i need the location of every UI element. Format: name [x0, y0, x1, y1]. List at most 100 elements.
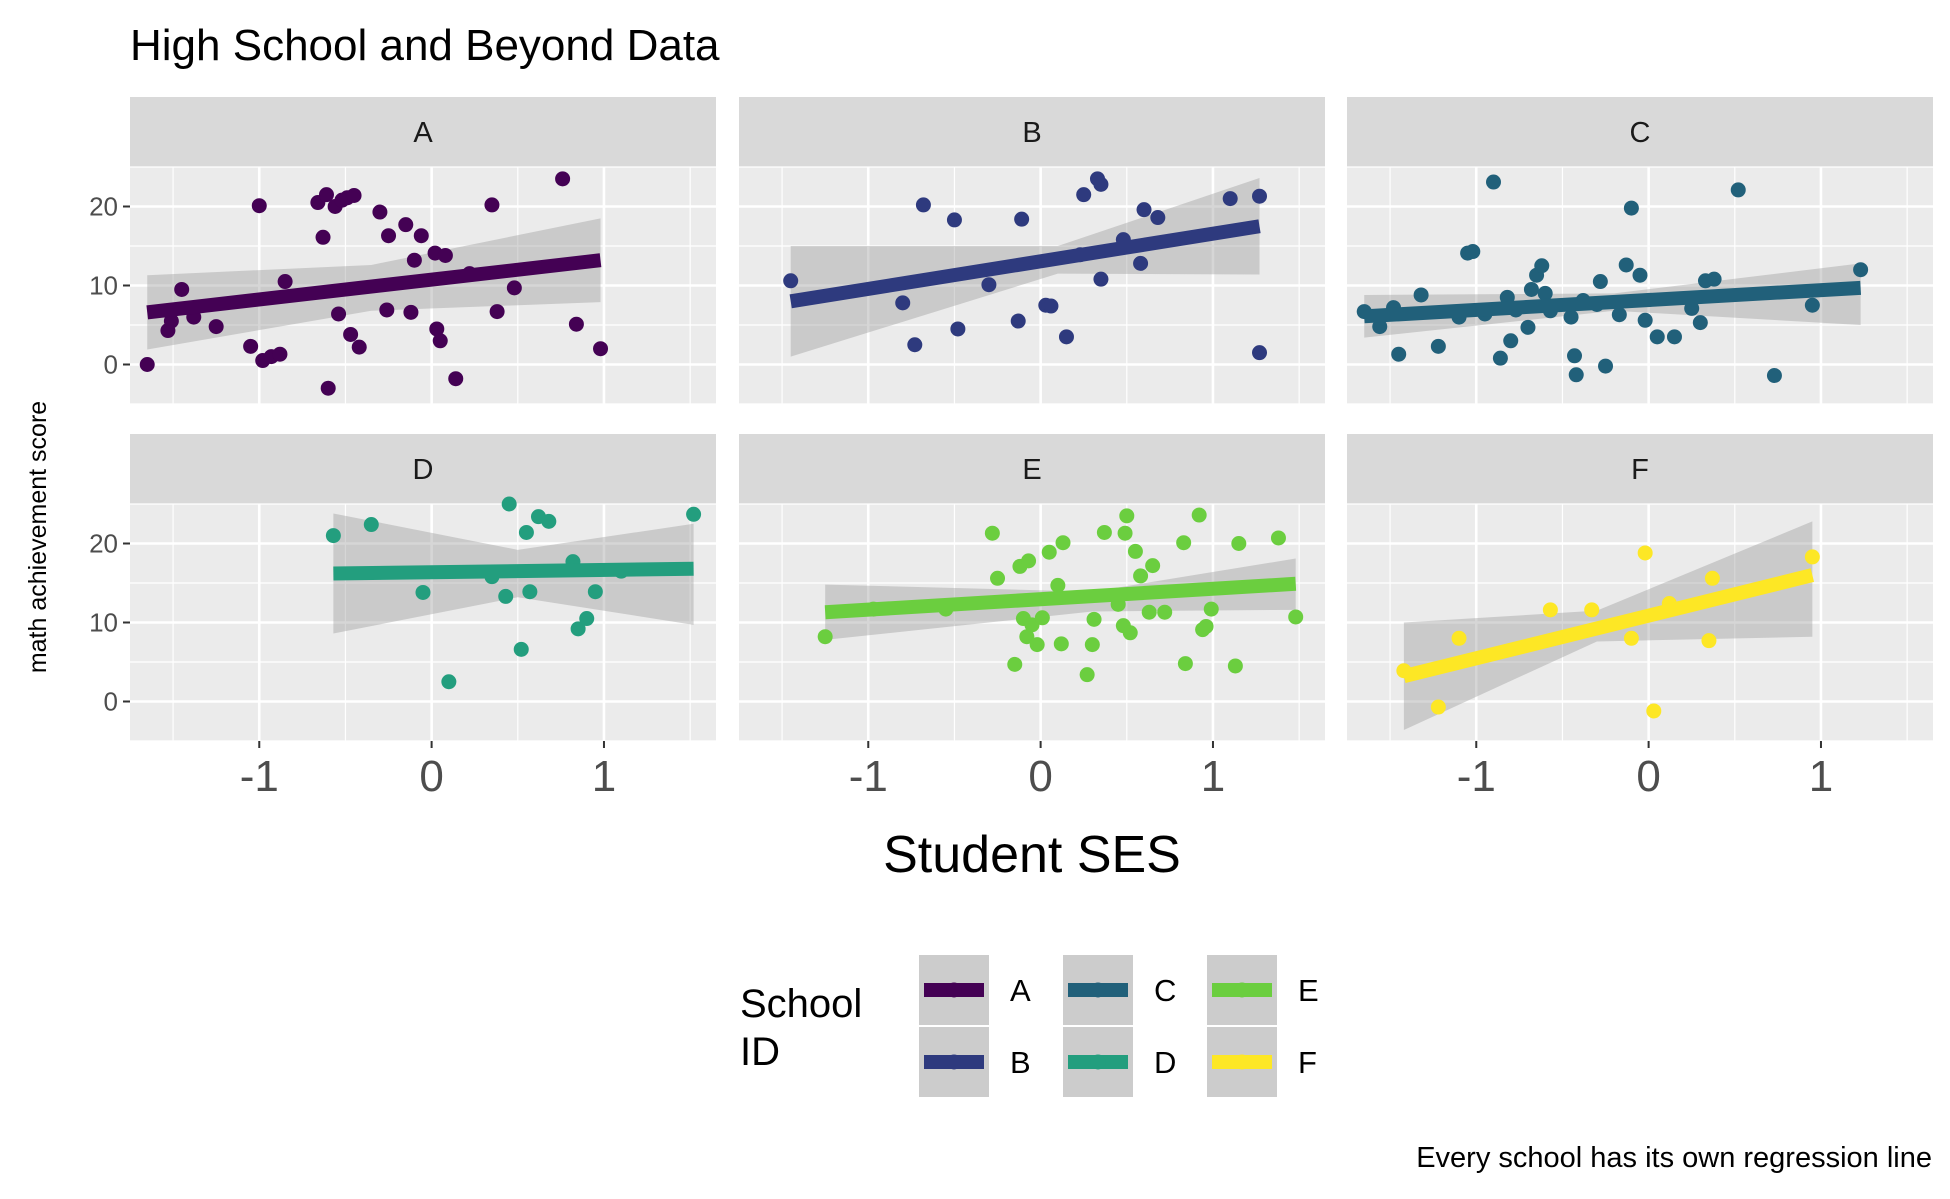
legend: School ID A B C D E F [740, 953, 1319, 1099]
data-point [1618, 257, 1634, 273]
data-point [1019, 629, 1035, 645]
panel-C: C [1347, 97, 1933, 405]
data-point [208, 319, 224, 335]
y-tick-label: 0 [104, 350, 118, 380]
data-point [1592, 274, 1608, 290]
x-tick-label: 1 [592, 752, 616, 801]
data-point [1598, 358, 1614, 374]
data-point [1122, 625, 1138, 641]
data-point [1646, 703, 1662, 719]
data-point [1701, 633, 1717, 649]
data-point [1177, 656, 1193, 672]
legend-label-B: B [1010, 1045, 1031, 1080]
data-point [1465, 244, 1481, 260]
data-point [1076, 187, 1092, 203]
data-point [1093, 176, 1109, 192]
data-point [1520, 319, 1536, 335]
data-point [1133, 568, 1149, 584]
legend-key-point [1234, 1054, 1250, 1070]
data-point [783, 273, 799, 289]
data-point [381, 228, 397, 244]
data-point [1093, 271, 1109, 287]
data-point [1136, 202, 1152, 218]
data-point [251, 198, 267, 214]
strip-label-F: F [1631, 454, 1649, 486]
data-point [1534, 258, 1550, 274]
legend-key-A: A [917, 953, 1031, 1027]
data-point [484, 197, 500, 213]
data-point [1766, 368, 1782, 384]
x-tick-label: -1 [849, 752, 888, 801]
data-point [1050, 577, 1066, 593]
strip-label-B: B [1022, 117, 1041, 149]
data-point [1563, 309, 1579, 325]
facet-panels: A 0 10 20 B C D 0 10 20 -1 0 1 E -1 0 1 F -1 0 1 [89, 97, 1933, 801]
data-point [1637, 545, 1653, 561]
data-point [498, 588, 514, 604]
data-point [1145, 558, 1161, 574]
data-point [946, 212, 962, 228]
data-point [331, 306, 347, 322]
legend-keys: A B C D E F [917, 953, 1319, 1099]
data-point [555, 171, 571, 187]
data-point [1804, 549, 1820, 565]
regression-line-B [789, 219, 1261, 309]
data-point [1451, 630, 1467, 646]
regression-line-F [1402, 568, 1815, 684]
chart-title: High School and Beyond Data [130, 21, 720, 70]
data-point [429, 321, 445, 337]
data-point [1611, 307, 1627, 323]
chart-caption: Every school has its own regression line [1416, 1142, 1932, 1174]
strip-B [739, 97, 1325, 167]
data-point [570, 621, 586, 637]
data-point [1413, 287, 1429, 303]
data-point [579, 611, 595, 627]
x-tick-label: -1 [240, 752, 279, 801]
legend-label-E: E [1298, 973, 1319, 1008]
data-point [1567, 348, 1583, 364]
data-point [981, 277, 997, 293]
data-point [686, 506, 702, 522]
data-point [1391, 346, 1407, 362]
data-point [1231, 536, 1247, 551]
data-point [1252, 345, 1268, 361]
legend-title-line-1: School [740, 982, 862, 1026]
data-point [1079, 667, 1095, 683]
data-point [1542, 602, 1558, 618]
data-point [1227, 658, 1243, 674]
legend-key-E: E [1205, 953, 1319, 1027]
data-point [1029, 637, 1045, 653]
legend-key-B: B [917, 1025, 1031, 1099]
data-point [501, 496, 517, 512]
legend-key-F: F [1205, 1025, 1317, 1099]
panel-B: B [739, 97, 1325, 405]
data-point [489, 304, 505, 320]
data-point [432, 333, 448, 349]
data-point [1034, 610, 1050, 626]
legend-key-D: D [1061, 1025, 1176, 1099]
data-point [1014, 211, 1030, 227]
data-point [1623, 200, 1639, 216]
data-point [320, 380, 336, 396]
legend-key-point [1234, 982, 1250, 998]
data-point [272, 346, 288, 362]
data-point [403, 304, 419, 320]
data-point [522, 584, 538, 600]
data-point [1430, 699, 1446, 715]
data-point [1637, 312, 1653, 328]
panel-E: E -1 0 1 [739, 434, 1325, 801]
data-point [895, 295, 911, 311]
legend-key-point [1090, 982, 1106, 998]
legend-title-line-2: ID [740, 1030, 780, 1074]
data-point [1252, 188, 1268, 204]
data-point [398, 217, 414, 233]
data-point [1568, 367, 1584, 383]
regression-line-E [824, 576, 1297, 620]
data-point [518, 524, 534, 540]
legend-label-A: A [1010, 973, 1031, 1008]
data-point [174, 281, 190, 297]
y-axis-label: math achievement score [24, 401, 52, 673]
data-point [1117, 525, 1133, 541]
legend-key-point [1090, 1054, 1106, 1070]
y-tick-label: 0 [104, 687, 118, 717]
